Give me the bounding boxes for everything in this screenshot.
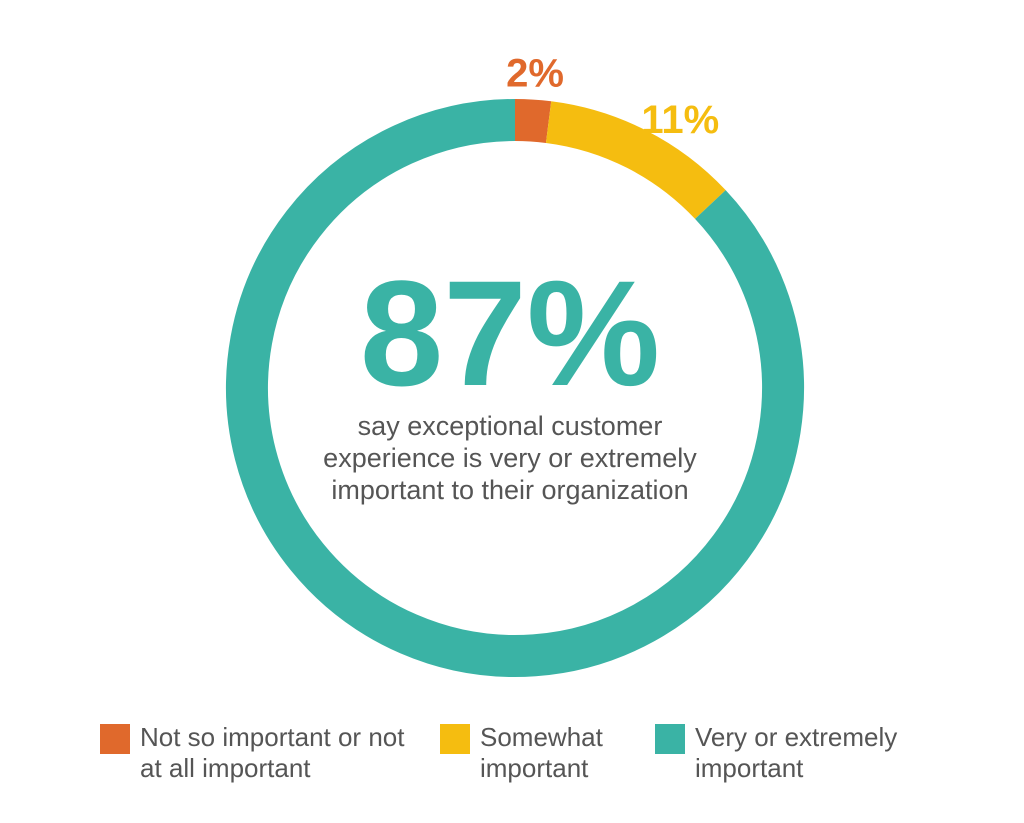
legend-label: Not so important or not at all important <box>140 722 405 783</box>
value-label: 11% <box>641 98 719 142</box>
legend-item: Very or extremely important <box>655 722 955 784</box>
legend-label: Somewhat important <box>480 722 603 783</box>
legend: Not so important or not at all important… <box>0 722 1024 802</box>
donut-segment <box>226 99 804 677</box>
legend-label: Very or extremely important <box>695 722 898 783</box>
donut-segment <box>514 99 552 143</box>
value-label: 2% <box>506 52 564 96</box>
legend-swatch <box>655 724 685 754</box>
annotation-line: important to their organization <box>331 475 688 505</box>
annotation-line: say exceptional customer <box>358 411 663 441</box>
center-value-label: 87% <box>360 249 660 417</box>
legend-swatch <box>440 724 470 754</box>
legend-item: Not so important or not at all important <box>100 722 410 784</box>
legend-item: Somewhat important <box>440 722 630 784</box>
annotation-line: experience is very or extremely <box>323 443 697 473</box>
chart: 2% 11% 87%say exceptional customerexperien… <box>226 52 804 677</box>
legend-swatch <box>100 724 130 754</box>
donut-segment <box>545 101 726 220</box>
